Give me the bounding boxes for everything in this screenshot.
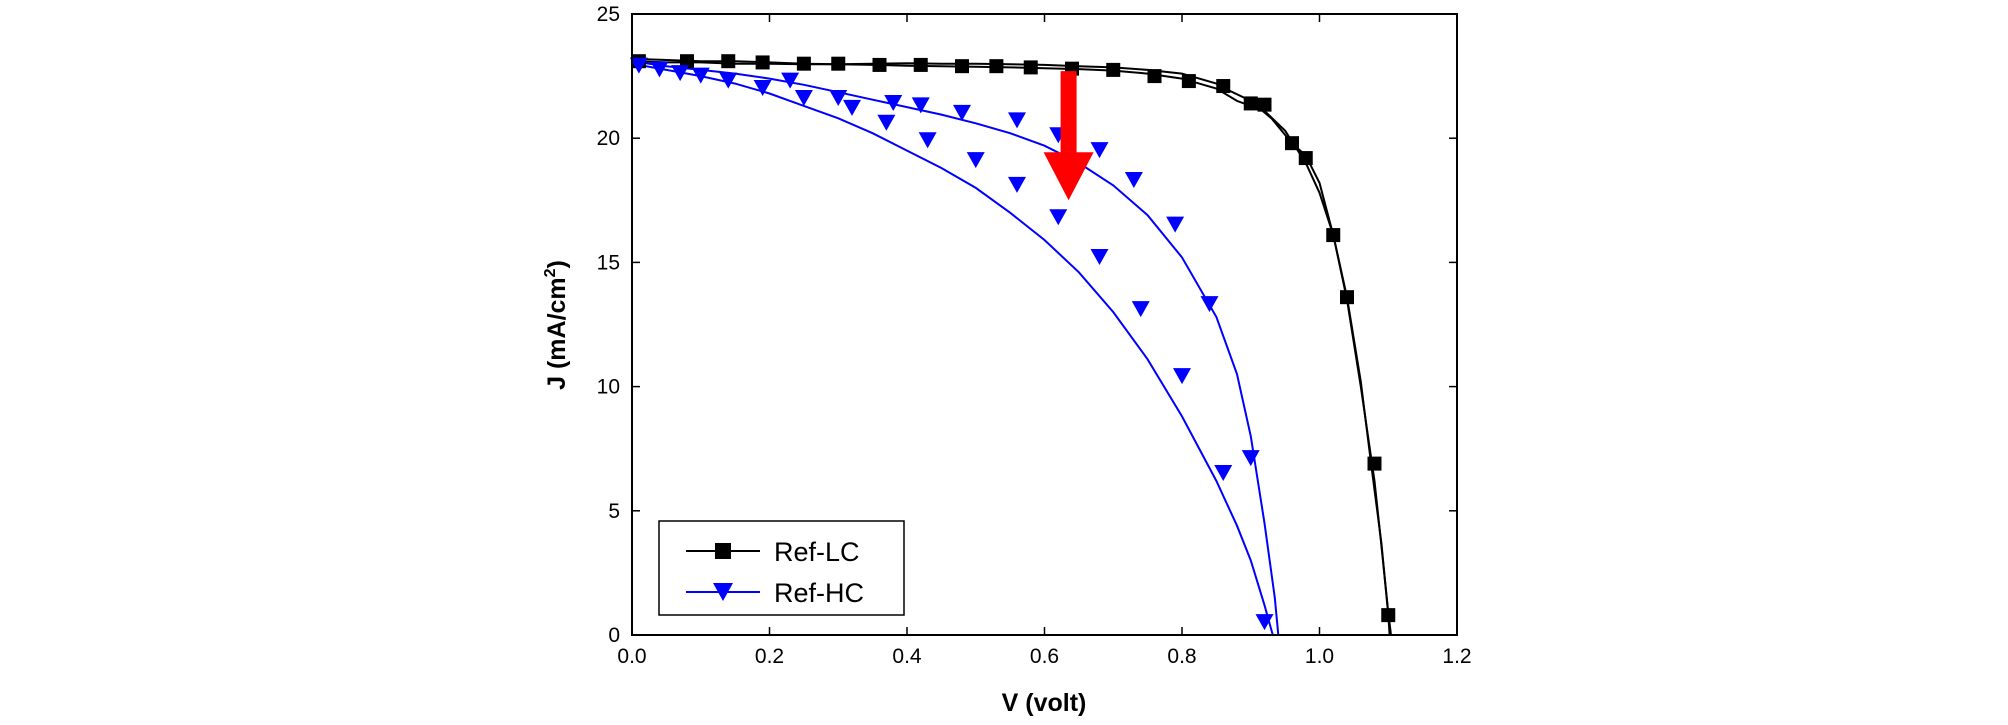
data-point-triangle	[843, 99, 861, 116]
data-point-triangle	[1008, 112, 1026, 129]
data-point-square	[1147, 69, 1162, 84]
data-point-triangle	[884, 94, 903, 111]
x-tick-label: 0.4	[892, 645, 922, 668]
legend-box	[658, 520, 905, 616]
data-point-square	[796, 56, 811, 71]
data-point-square	[989, 59, 1004, 74]
red-down-arrow	[1043, 71, 1094, 201]
data-point-triangle	[1255, 614, 1274, 631]
legend-entry-ref-hc: Ref-HC	[686, 578, 864, 608]
data-point-triangle	[1090, 248, 1109, 265]
data-point-square	[1106, 62, 1121, 77]
series-line-1	[632, 62, 1274, 635]
data-point-triangle	[753, 80, 772, 97]
data-point-square	[1381, 608, 1396, 623]
data-point-square	[831, 56, 846, 71]
legend-entry-ref-lc: Ref-LC	[686, 537, 860, 567]
x-axis: 0.0 0.2 0.4 0.6 0.8 1.0 1.2	[617, 14, 1472, 668]
data-point-square	[1243, 96, 1258, 111]
data-point-triangle	[1241, 450, 1260, 467]
y-axis-title-end: )	[543, 260, 571, 268]
legend-label-ref-hc: Ref-HC	[774, 578, 864, 608]
data-point-triangle	[1200, 296, 1219, 313]
data-point-triangle	[829, 89, 848, 106]
data-point-triangle	[781, 72, 800, 89]
legend-marker-ref-hc	[713, 583, 733, 601]
data-point-triangle	[966, 152, 985, 169]
y-axis: 0 5 10 15 20 25	[597, 3, 1457, 647]
data-point-square	[1023, 60, 1038, 75]
legend-marker-ref-lc	[715, 543, 731, 559]
data-point-triangle	[1173, 368, 1191, 385]
data-point-triangle	[1049, 209, 1068, 226]
data-point-triangle	[1214, 465, 1233, 482]
markers-layer	[629, 54, 1396, 631]
data-point-triangle	[953, 104, 971, 121]
data-point-square	[755, 55, 770, 70]
series-line-1	[632, 60, 1280, 635]
x-tick-label: 0.0	[617, 645, 646, 668]
x-axis-title: V (volt)	[1002, 689, 1087, 717]
data-point-triangle	[794, 89, 813, 106]
data-point-square	[913, 57, 928, 72]
data-point-square	[1340, 290, 1354, 305]
y-tick-label: 25	[597, 3, 620, 26]
data-point-triangle	[1131, 301, 1150, 318]
y-tick-label: 5	[608, 500, 620, 523]
data-point-triangle	[918, 132, 937, 149]
data-point-square	[1181, 74, 1196, 89]
x-tick-label: 1.0	[1305, 645, 1334, 668]
data-point-triangle	[671, 65, 690, 82]
data-point-square	[1326, 228, 1341, 243]
y-tick-label: 15	[597, 251, 620, 274]
data-point-triangle	[650, 61, 669, 78]
data-point-triangle	[629, 57, 648, 74]
data-point-square	[1216, 79, 1231, 94]
y-tick-label: 0	[608, 624, 620, 647]
data-point-triangle	[877, 114, 896, 131]
x-tick-label: 0.2	[755, 645, 784, 668]
data-point-triangle	[691, 67, 710, 84]
x-tick-label: 0.6	[1030, 645, 1059, 668]
y-axis-title-sup: 2	[542, 268, 559, 277]
legend: Ref-LC Ref-HC	[658, 520, 905, 616]
data-point-square	[680, 54, 694, 69]
data-point-triangle	[719, 72, 738, 89]
data-point-square	[1367, 456, 1382, 471]
y-axis-title-main: J (mA/cm	[543, 277, 571, 390]
data-point-square	[721, 54, 736, 69]
data-point-square	[1298, 151, 1313, 166]
y-tick-label: 10	[597, 376, 620, 399]
data-point-triangle	[1090, 142, 1109, 159]
data-point-square	[1257, 97, 1272, 112]
data-point-triangle	[911, 97, 930, 114]
x-tick-label: 0.8	[1167, 645, 1196, 668]
data-point-triangle	[1124, 171, 1143, 188]
data-point-square	[872, 57, 887, 72]
data-point-triangle	[1008, 176, 1026, 193]
data-point-square	[955, 59, 969, 74]
y-tick-label: 20	[597, 127, 620, 150]
annotation-arrow	[1043, 71, 1094, 201]
data-point-square	[1285, 136, 1299, 151]
legend-label-ref-lc: Ref-LC	[774, 537, 860, 567]
y-axis-title: J (mA/cm2)	[542, 260, 571, 390]
x-tick-label: 1.2	[1442, 645, 1471, 668]
data-point-triangle	[1166, 216, 1185, 233]
